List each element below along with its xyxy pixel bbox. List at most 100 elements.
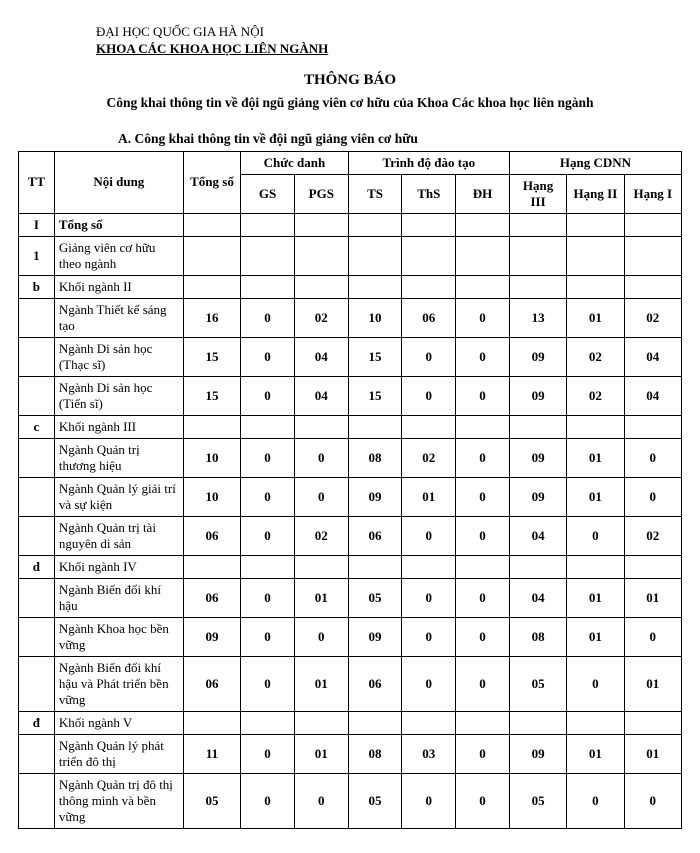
cell-value: 04 — [509, 578, 566, 617]
cell-noidung: Ngành Di sản học (Thạc sĩ) — [54, 337, 183, 376]
subtitle: Công khai thông tin về đội ngũ giảng viê… — [18, 95, 682, 111]
cell-empty — [456, 213, 510, 236]
cell-value: 01 — [567, 298, 624, 337]
th-h2: Hạng II — [567, 174, 624, 213]
cell-noidung: Khối ngành V — [54, 711, 183, 734]
org-line1: ĐẠI HỌC QUỐC GIA HÀ NỘI — [96, 24, 682, 41]
cell-value: 10 — [183, 477, 240, 516]
th-gs: GS — [241, 174, 295, 213]
cell-noidung: Ngành Quản lý phát triển đô thị — [54, 734, 183, 773]
cell-value: 0 — [624, 438, 681, 477]
cell-value: 0 — [402, 656, 456, 711]
cell-value: 0 — [241, 337, 295, 376]
cell-noidung: Ngành Quản lý giải trí và sự kiện — [54, 477, 183, 516]
cell-tt — [19, 337, 55, 376]
cell-value: 15 — [348, 376, 402, 415]
cell-noidung: Ngành Quản trị đô thị thông minh và bền … — [54, 773, 183, 828]
cell-empty — [348, 213, 402, 236]
cell-empty — [402, 236, 456, 275]
cell-empty — [183, 711, 240, 734]
cell-value: 0 — [241, 376, 295, 415]
cell-empty — [241, 213, 295, 236]
cell-empty — [294, 213, 348, 236]
table-row: Ngành Quản trị thương hiệu10000802009010 — [19, 438, 682, 477]
cell-value: 0 — [402, 773, 456, 828]
th-chucdanh: Chức danh — [241, 151, 349, 174]
cell-value: 0 — [241, 617, 295, 656]
table-row: ITổng số — [19, 213, 682, 236]
cell-empty — [294, 236, 348, 275]
cell-value: 15 — [183, 337, 240, 376]
cell-noidung: Ngành Quản trị thương hiệu — [54, 438, 183, 477]
cell-empty — [509, 275, 566, 298]
cell-empty — [624, 555, 681, 578]
cell-value: 0 — [456, 734, 510, 773]
cell-value: 05 — [509, 656, 566, 711]
cell-value: 0 — [241, 656, 295, 711]
cell-noidung: Khối ngành III — [54, 415, 183, 438]
cell-empty — [456, 415, 510, 438]
cell-empty — [624, 275, 681, 298]
cell-value: 0 — [241, 578, 295, 617]
cell-value: 0 — [294, 617, 348, 656]
announce-title: THÔNG BÁO — [18, 72, 682, 89]
cell-tt — [19, 656, 55, 711]
cell-tt — [19, 516, 55, 555]
table-row: cKhối ngành III — [19, 415, 682, 438]
cell-value: 02 — [567, 337, 624, 376]
cell-empty — [183, 275, 240, 298]
cell-value: 09 — [348, 617, 402, 656]
cell-noidung: Ngành Khoa học bền vững — [54, 617, 183, 656]
th-ts: TS — [348, 174, 402, 213]
cell-noidung: Ngành Biến đổi khí hậu và Phát triển bền… — [54, 656, 183, 711]
cell-empty — [402, 711, 456, 734]
cell-empty — [183, 415, 240, 438]
cell-noidung: Khối ngành IV — [54, 555, 183, 578]
table-row: bKhối ngành II — [19, 275, 682, 298]
th-hangcdnn: Hạng CDNN — [509, 151, 681, 174]
cell-tt: b — [19, 275, 55, 298]
cell-value: 10 — [183, 438, 240, 477]
section-a-title: A. Công khai thông tin về đội ngũ giảng … — [18, 131, 682, 147]
cell-empty — [183, 213, 240, 236]
cell-value: 06 — [402, 298, 456, 337]
faculty-table: TT Nội dung Tổng số Chức danh Trình độ đ… — [18, 151, 682, 829]
cell-value: 0 — [456, 438, 510, 477]
th-tongso: Tổng số — [183, 151, 240, 213]
cell-empty — [456, 555, 510, 578]
th-pgs: PGS — [294, 174, 348, 213]
cell-value: 06 — [348, 516, 402, 555]
cell-value: 02 — [567, 376, 624, 415]
cell-value: 15 — [183, 376, 240, 415]
th-h1: Hạng I — [624, 174, 681, 213]
cell-empty — [241, 415, 295, 438]
cell-empty — [509, 711, 566, 734]
th-dh: ĐH — [456, 174, 510, 213]
th-noidung: Nội dung — [54, 151, 183, 213]
cell-value: 06 — [183, 516, 240, 555]
cell-value: 01 — [624, 734, 681, 773]
cell-value: 0 — [456, 516, 510, 555]
cell-value: 0 — [567, 656, 624, 711]
cell-value: 01 — [294, 656, 348, 711]
cell-empty — [294, 415, 348, 438]
cell-empty — [402, 415, 456, 438]
table-row: Ngành Biến đổi khí hậu và Phát triển bền… — [19, 656, 682, 711]
cell-value: 0 — [294, 438, 348, 477]
cell-value: 0 — [624, 773, 681, 828]
cell-empty — [294, 275, 348, 298]
cell-value: 16 — [183, 298, 240, 337]
table-row: đKhối ngành V — [19, 711, 682, 734]
cell-value: 05 — [348, 578, 402, 617]
cell-value: 06 — [183, 578, 240, 617]
cell-empty — [294, 711, 348, 734]
cell-empty — [509, 555, 566, 578]
cell-value: 03 — [402, 734, 456, 773]
cell-value: 04 — [624, 376, 681, 415]
cell-value: 02 — [294, 516, 348, 555]
cell-value: 08 — [509, 617, 566, 656]
cell-value: 09 — [348, 477, 402, 516]
th-ths: ThS — [402, 174, 456, 213]
cell-value: 05 — [183, 773, 240, 828]
table-head: TT Nội dung Tổng số Chức danh Trình độ đ… — [19, 151, 682, 213]
